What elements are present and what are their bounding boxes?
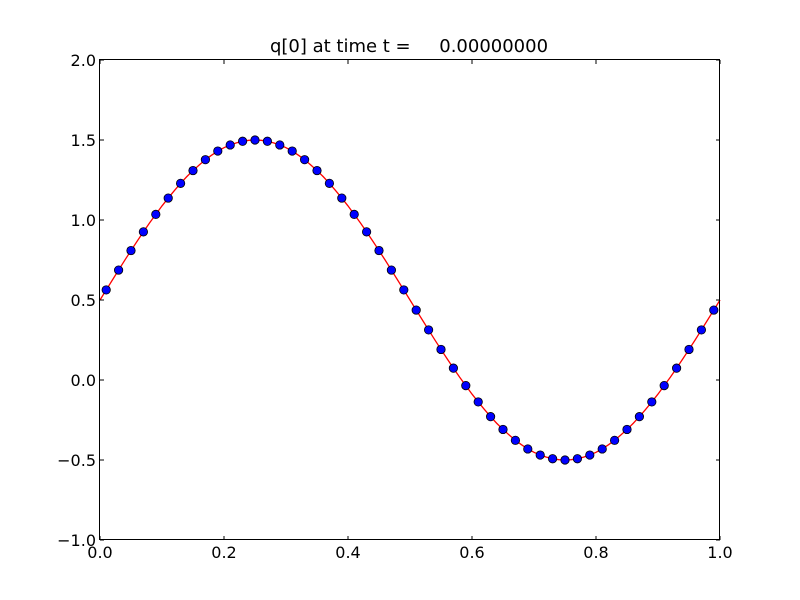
data-point	[262, 136, 272, 146]
y-tick-label: 1.5	[71, 131, 96, 150]
data-point	[188, 165, 198, 176]
data-point	[634, 412, 645, 422]
data-point	[535, 450, 545, 460]
data-point	[436, 344, 446, 355]
data-point	[523, 444, 533, 454]
data-point	[163, 193, 173, 203]
data-point	[622, 424, 632, 435]
axis-ticks: 0.0 0.2 0.4 0.6 0.8 1.0 −1.0 −0.5 0.0 0.5 1.0 1.5 2.…	[57, 51, 733, 562]
data-point	[411, 305, 421, 315]
data-point	[684, 344, 694, 355]
data-point	[213, 146, 223, 156]
data-point	[126, 245, 136, 256]
data-point	[287, 146, 297, 156]
data-point	[659, 380, 669, 391]
data-point	[101, 285, 111, 295]
data-point	[547, 454, 558, 464]
y-tick-label: 2.0	[71, 51, 96, 70]
data-point	[647, 397, 657, 407]
data-point	[572, 454, 583, 464]
data-point	[114, 265, 124, 275]
data-point	[299, 155, 310, 165]
data-point	[473, 397, 483, 407]
data-point	[337, 193, 347, 203]
data-point	[423, 325, 434, 335]
data-point	[585, 450, 595, 460]
data-point	[324, 178, 334, 188]
data-point	[374, 245, 384, 256]
x-tick-label: 0.0	[87, 543, 112, 562]
data-point	[671, 363, 682, 373]
data-point	[312, 165, 322, 176]
data-point	[498, 424, 508, 435]
data-point	[609, 435, 620, 445]
data-point	[349, 209, 359, 219]
x-tick-label: 0.4	[335, 543, 360, 562]
x-tick-label: 0.8	[583, 543, 608, 562]
data-point	[510, 435, 521, 445]
x-tick-label: 0.2	[211, 543, 236, 562]
data-point	[709, 305, 719, 315]
data-point	[448, 363, 458, 373]
data-point	[225, 140, 235, 150]
plot-series-layer	[99, 135, 721, 465]
x-tick-label: 0.6	[459, 543, 484, 562]
series-line	[99, 139, 721, 461]
data-point	[696, 325, 707, 335]
data-point	[597, 444, 607, 454]
data-point	[386, 265, 396, 275]
data-point	[151, 209, 161, 219]
data-point	[275, 140, 285, 150]
data-point	[138, 227, 148, 237]
y-tick-label: 0.0	[71, 371, 96, 390]
data-point	[560, 455, 570, 465]
y-tick-label: −1.0	[57, 531, 96, 550]
chart-title: q[0] at time t = 0.00000000	[270, 36, 548, 57]
y-tick-label: 0.5	[71, 291, 96, 310]
y-tick-label: 1.0	[71, 211, 96, 230]
data-point	[361, 227, 372, 237]
data-point	[250, 135, 260, 145]
y-tick-label: −0.5	[57, 451, 96, 470]
data-point	[176, 178, 186, 188]
data-point	[461, 380, 471, 391]
data-point	[399, 285, 409, 295]
x-tick-label: 1.0	[707, 543, 732, 562]
data-point	[485, 412, 496, 422]
data-point	[200, 155, 210, 165]
data-point	[238, 136, 248, 146]
